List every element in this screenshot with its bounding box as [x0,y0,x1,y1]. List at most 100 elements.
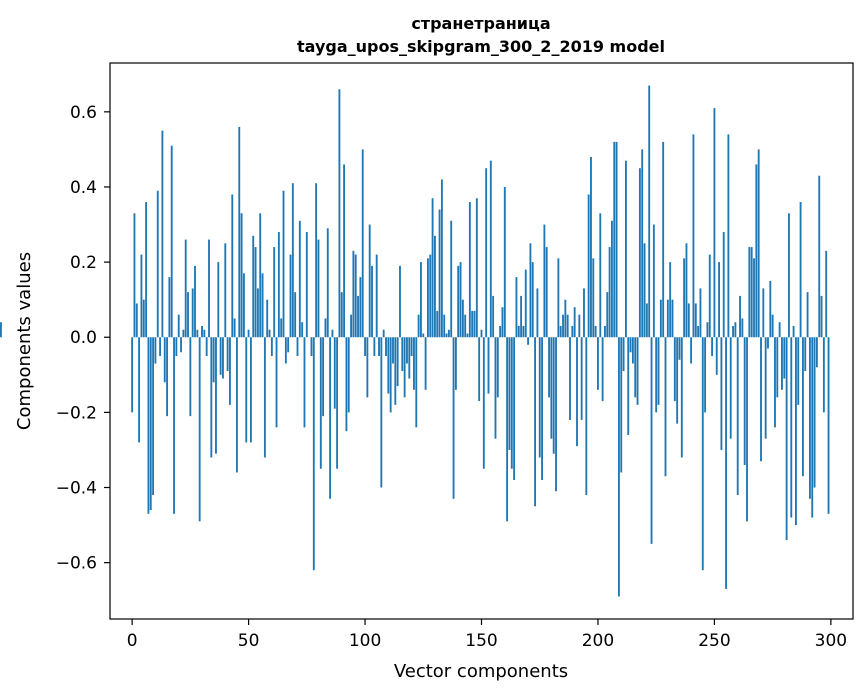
bar-component-203 [604,325,606,338]
bar-component-16 [168,277,171,338]
x-tick-label: 200 [582,631,614,651]
bar-component-14 [163,337,166,383]
bar-component-96 [354,254,357,338]
bar-component-114 [396,337,399,387]
bar-component-113 [394,337,397,405]
bar-component-131 [436,310,439,338]
x-tick-label: 50 [238,631,260,651]
bar-component-281 [785,337,788,541]
bar-component-19 [175,337,178,357]
bar-component-120 [410,337,413,357]
bar-component-146 [471,310,474,338]
bar-component-4 [140,254,143,338]
bar-component-144 [466,333,469,338]
bar-component-92 [345,337,348,432]
bar-component-5 [142,299,145,338]
bar-component-90 [340,292,343,338]
bar-component-212 [624,160,627,338]
bar-component-115 [399,265,401,338]
bar-component-55 [259,213,262,338]
bar-component-45 [236,337,238,473]
bar-component-86 [331,329,334,338]
bar-component-263 [743,337,746,465]
bar-component-277 [776,337,779,398]
bar-component-84 [326,228,329,338]
bar-component-244 [699,288,702,338]
bar-component-295 [818,175,821,338]
bar-component-47 [240,213,243,338]
bar-component-290 [806,292,809,338]
y-axis-ticks: −0.6 −0.4 −0.2 0.0 0.2 0.4 0.6 [56,103,110,574]
bar-component-282 [788,213,790,338]
x-tick-label: 150 [465,631,497,651]
bar-component-180 [550,337,553,439]
bar-component-236 [680,337,683,458]
bar-component-189 [571,325,574,338]
bar-component-35 [212,337,215,383]
bar-component-0 [131,337,134,413]
bar-component-9 [152,337,155,496]
bar-component-280 [783,337,786,379]
bar-component-135 [445,333,448,338]
bar-component-257 [729,337,732,439]
bar-component-64 [280,318,283,338]
bar-component-77 [310,337,313,357]
bar-component-190 [573,307,576,338]
bar-component-138 [452,337,455,499]
bar-component-264 [746,337,748,522]
bar-component-174 [536,288,539,338]
bar-component-149 [478,337,481,402]
bar-component-106 [378,337,380,357]
bar-component-161 [506,337,509,522]
bar-component-225 [655,337,658,413]
bar-component-268 [755,164,758,338]
bar-component-12 [159,337,162,357]
bar-component-243 [697,325,700,338]
y-tick-label: 0.2 [70,253,97,273]
bar-component-298 [825,250,828,338]
bar-component-248 [708,254,711,338]
bar-component-155 [492,295,495,338]
bar-component-40 [224,243,227,338]
bar-component-232 [671,299,674,338]
plot-area-frame [109,62,854,620]
bar-component-231 [669,262,672,338]
bar-component-242 [694,303,697,338]
bar-component-193 [580,337,583,420]
bar-component-275 [771,314,774,338]
bar-component-192 [578,314,581,338]
bar-component-32 [205,337,208,357]
bar-series [0,85,830,597]
bar-component-200 [597,337,599,390]
bar-component-24 [187,292,189,338]
bar-component-201 [599,213,602,338]
bar-component-196 [587,194,590,338]
bar-component-241 [692,134,695,338]
y-tick-label: −0.4 [56,479,97,499]
bar-component-52 [252,235,255,338]
bar-component-204 [606,292,609,338]
bar-component-216 [634,337,637,398]
bar-component-117 [403,337,406,398]
bar-component-296 [820,295,823,338]
bar-component-48 [242,273,245,338]
bar-component-164 [513,337,516,480]
bar-component-195 [585,337,588,496]
y-tick-label: 0.6 [70,103,97,123]
bar-component-255 [725,337,727,589]
bar-component-105 [375,254,378,338]
bar-component-288 [801,337,804,477]
bar-component-145 [468,202,471,338]
bar-component-100 [364,337,366,357]
bar-component-99 [361,149,364,338]
bar-component-287 [799,202,802,338]
bar-component-167 [520,295,523,338]
bar-component-54 [256,288,259,338]
bar-component-72 [298,220,301,338]
bar-component-224 [652,224,655,338]
bar-component-265 [748,247,751,338]
bar-component-273 [767,337,769,349]
bar-component-274 [769,280,772,338]
bar-component-166 [517,325,520,338]
